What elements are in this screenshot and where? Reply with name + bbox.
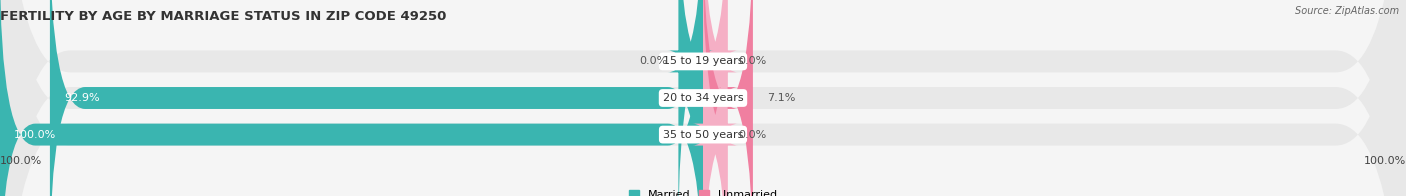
- Text: 15 to 19 years: 15 to 19 years: [662, 56, 744, 66]
- Text: 0.0%: 0.0%: [738, 130, 766, 140]
- Text: 0.0%: 0.0%: [640, 56, 668, 66]
- Text: 100.0%: 100.0%: [1364, 156, 1406, 166]
- Text: 35 to 50 years: 35 to 50 years: [662, 130, 744, 140]
- Text: FERTILITY BY AGE BY MARRIAGE STATUS IN ZIP CODE 49250: FERTILITY BY AGE BY MARRIAGE STATUS IN Z…: [0, 10, 446, 23]
- Text: 100.0%: 100.0%: [14, 130, 56, 140]
- Text: 7.1%: 7.1%: [768, 93, 796, 103]
- Text: 0.0%: 0.0%: [738, 56, 766, 66]
- Text: Source: ZipAtlas.com: Source: ZipAtlas.com: [1295, 6, 1399, 16]
- Text: 20 to 34 years: 20 to 34 years: [662, 93, 744, 103]
- Legend: Married, Unmarried: Married, Unmarried: [624, 185, 782, 196]
- Text: 100.0%: 100.0%: [0, 156, 42, 166]
- FancyBboxPatch shape: [0, 0, 703, 196]
- FancyBboxPatch shape: [693, 0, 738, 196]
- Text: 92.9%: 92.9%: [63, 93, 100, 103]
- FancyBboxPatch shape: [49, 0, 703, 196]
- FancyBboxPatch shape: [703, 0, 754, 196]
- FancyBboxPatch shape: [693, 0, 738, 196]
- FancyBboxPatch shape: [668, 0, 714, 196]
